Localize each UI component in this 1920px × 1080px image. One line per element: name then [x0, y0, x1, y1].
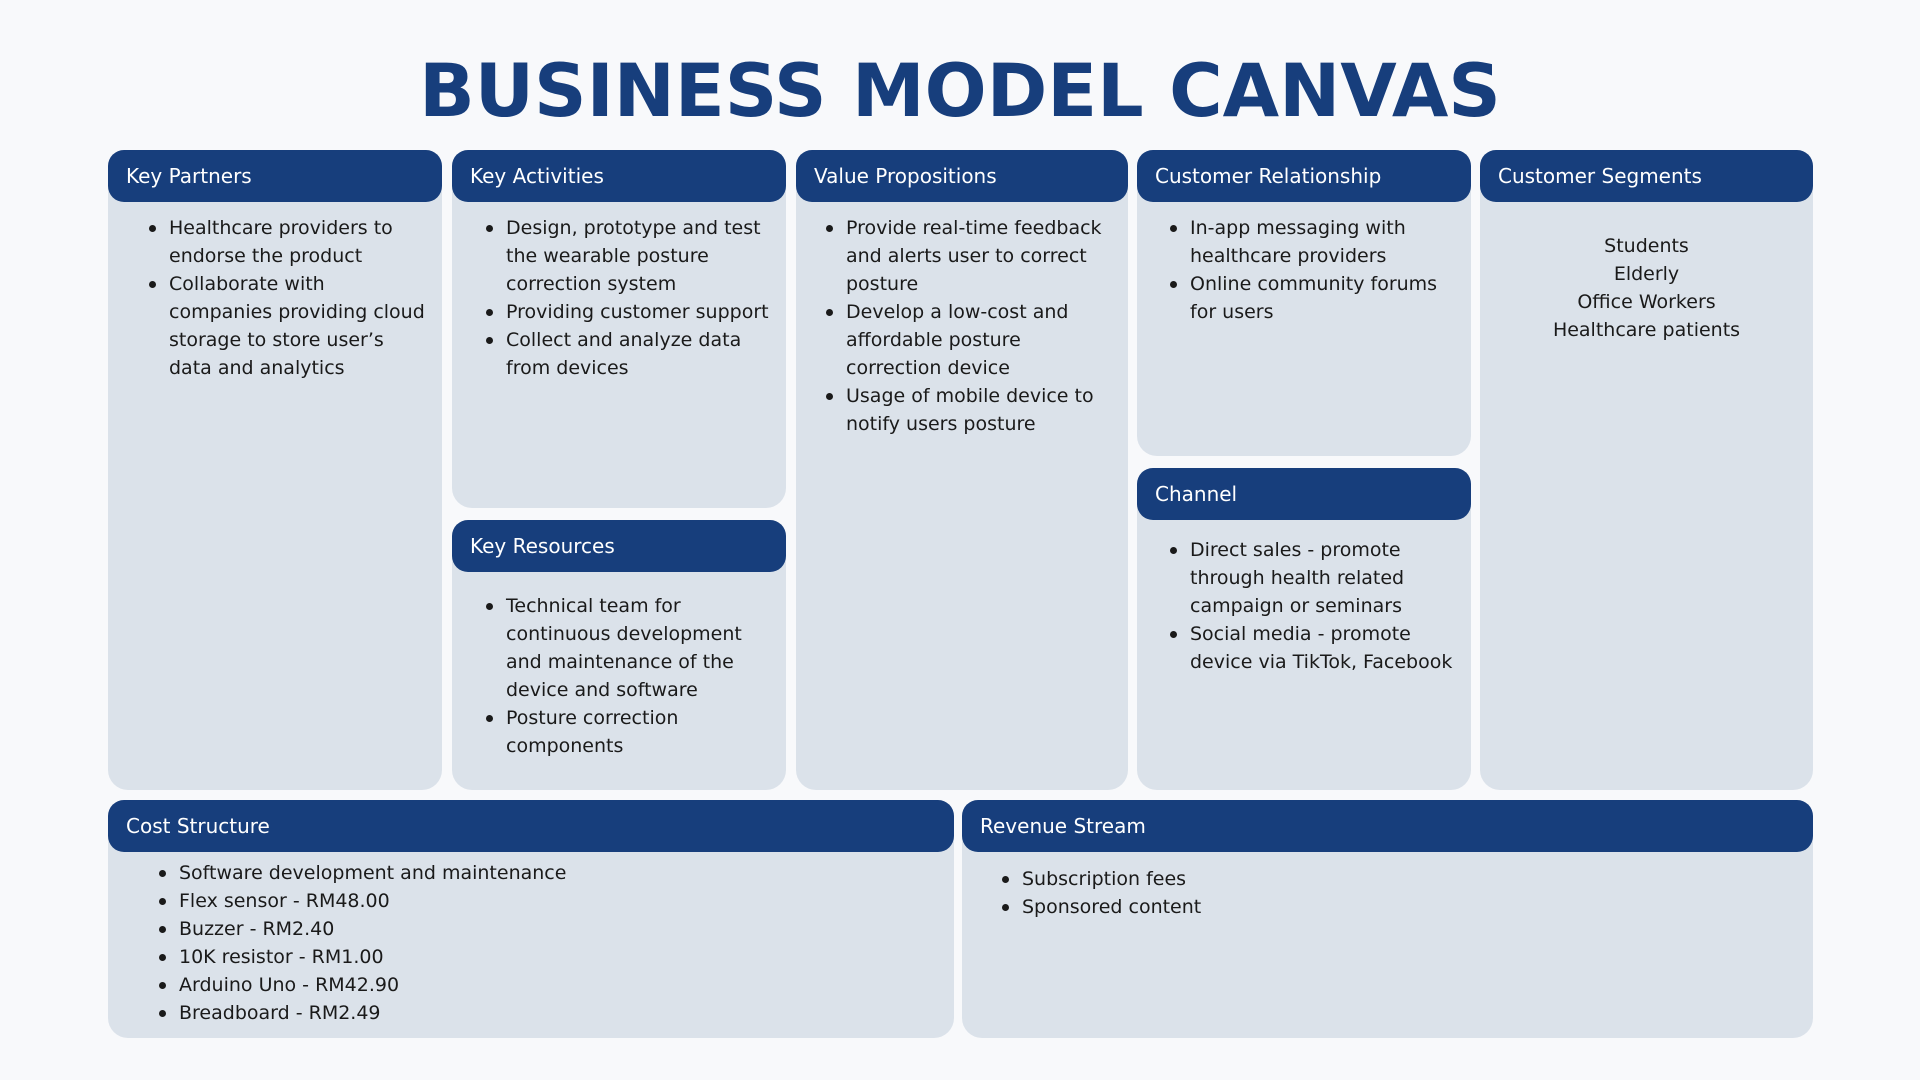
channel-panel: Channel Direct sales - promote through h…	[1137, 468, 1471, 790]
key-resources-panel: Key Resources Technical team for continu…	[452, 520, 786, 790]
list-item: Design, prototype and test the wearable …	[486, 214, 786, 298]
key-resources-list: Technical team for continuous developmen…	[452, 592, 786, 760]
list-item: Posture correction components	[486, 704, 786, 760]
cost-structure-heading: Cost Structure	[108, 800, 954, 852]
list-item: Software development and maintenance	[159, 859, 954, 887]
list-item: Direct sales - promote through health re…	[1170, 536, 1471, 620]
revenue-stream-panel: Revenue Stream Subscription fees Sponsor…	[962, 800, 1813, 1038]
value-propositions-heading: Value Propositions	[796, 150, 1128, 202]
list-item: Online community forums for users	[1170, 270, 1471, 326]
list-item: Students	[1604, 235, 1689, 257]
customer-relationship-list: In-app messaging with healthcare provide…	[1137, 214, 1471, 326]
customer-segments-list: Students Elderly Office Workers Healthca…	[1480, 232, 1813, 344]
key-resources-heading: Key Resources	[452, 520, 786, 572]
revenue-stream-list: Subscription fees Sponsored content	[962, 865, 1813, 921]
value-propositions-list: Provide real-time feedback and alerts us…	[796, 214, 1128, 438]
channel-list: Direct sales - promote through health re…	[1137, 536, 1471, 676]
customer-relationship-panel: Customer Relationship In-app messaging w…	[1137, 150, 1471, 456]
key-partners-panel: Key Partners Healthcare providers to end…	[108, 150, 442, 790]
customer-segments-panel: Customer Segments Students Elderly Offic…	[1480, 150, 1813, 790]
list-item: Social media - promote device via TikTok…	[1170, 620, 1471, 676]
list-item: Collaborate with companies providing clo…	[149, 270, 442, 382]
key-partners-heading: Key Partners	[108, 150, 442, 202]
key-activities-list: Design, prototype and test the wearable …	[452, 214, 786, 382]
list-item: Breadboard - RM2.49	[159, 999, 954, 1027]
customer-relationship-heading: Customer Relationship	[1137, 150, 1471, 202]
page-title: BUSINESS MODEL CANVAS	[419, 49, 1501, 134]
list-item: Usage of mobile device to notify users p…	[826, 382, 1128, 438]
list-item: Provide real-time feedback and alerts us…	[826, 214, 1128, 298]
cost-structure-list: Software development and maintenance Fle…	[108, 859, 954, 1027]
channel-heading: Channel	[1137, 468, 1471, 520]
value-propositions-panel: Value Propositions Provide real-time fee…	[796, 150, 1128, 790]
list-item: Collect and analyze data from devices	[486, 326, 786, 382]
list-item: Elderly	[1613, 263, 1680, 285]
revenue-stream-heading: Revenue Stream	[962, 800, 1813, 852]
key-activities-heading: Key Activities	[452, 150, 786, 202]
list-item: Healthcare providers to endorse the prod…	[149, 214, 442, 270]
list-item: Healthcare patients	[1552, 319, 1741, 341]
key-partners-list: Healthcare providers to endorse the prod…	[108, 214, 442, 382]
list-item: Technical team for continuous developmen…	[486, 592, 786, 704]
list-item: Flex sensor - RM48.00	[159, 887, 954, 915]
list-item: In-app messaging with healthcare provide…	[1170, 214, 1471, 270]
list-item: Sponsored content	[1002, 893, 1813, 921]
list-item: Providing customer support	[486, 298, 786, 326]
list-item: Office Workers	[1577, 291, 1716, 313]
cost-structure-panel: Cost Structure Software development and …	[108, 800, 954, 1038]
list-item: Subscription fees	[1002, 865, 1813, 893]
key-activities-panel: Key Activities Design, prototype and tes…	[452, 150, 786, 508]
list-item: Buzzer - RM2.40	[159, 915, 954, 943]
list-item: Arduino Uno - RM42.90	[159, 971, 954, 999]
list-item: Develop a low-cost and affordable postur…	[826, 298, 1128, 382]
list-item: 10K resistor - RM1.00	[159, 943, 954, 971]
customer-segments-heading: Customer Segments	[1480, 150, 1813, 202]
